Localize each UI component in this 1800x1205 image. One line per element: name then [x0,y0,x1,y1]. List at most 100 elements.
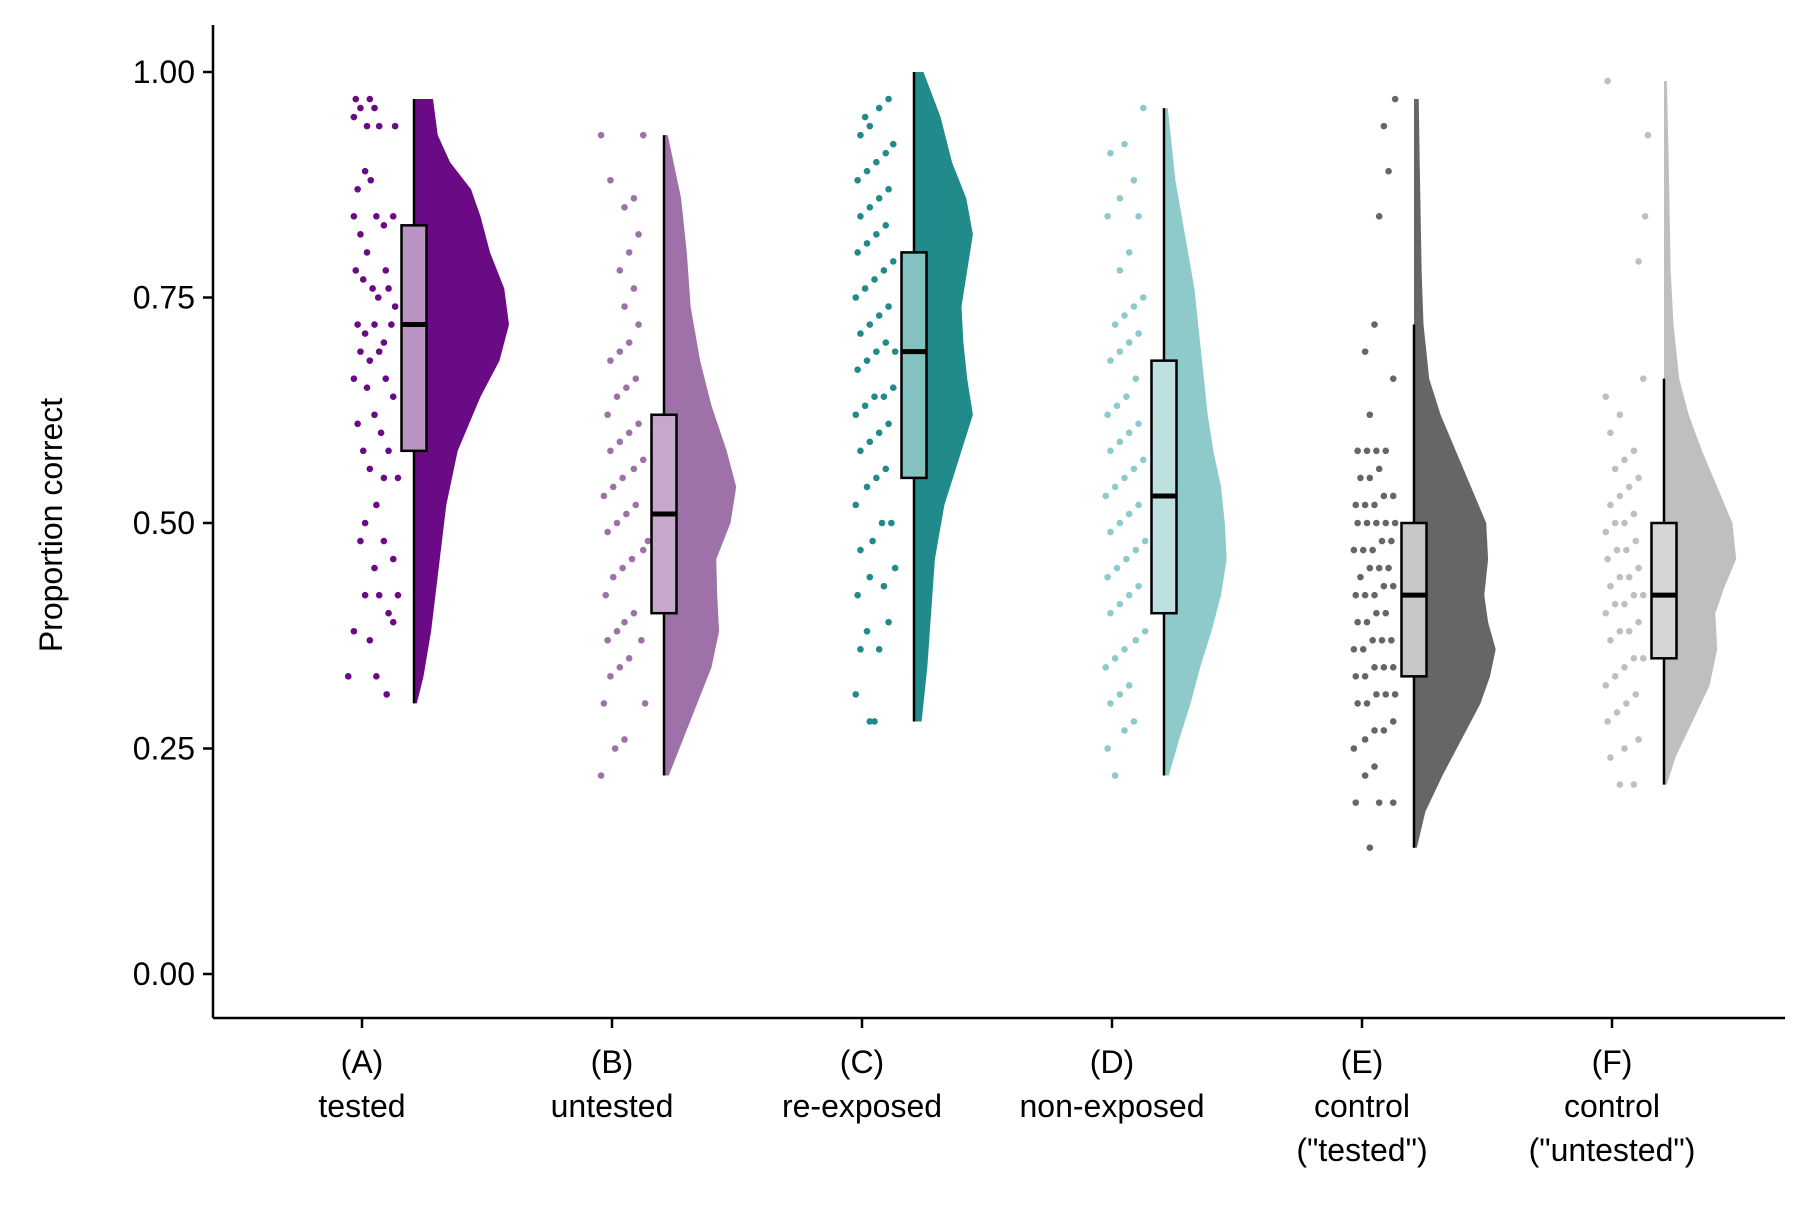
data-point [1371,664,1378,671]
data-point [1625,483,1633,491]
data-point [875,312,883,319]
y-tick-label: 0.50 [133,505,195,541]
data-point [1113,402,1121,410]
data-point [1361,673,1369,680]
data-point [854,366,861,373]
data-point [1388,537,1395,545]
data-point [1378,537,1386,545]
data-point [361,330,369,337]
data-point [1361,501,1369,509]
data-point [638,636,645,644]
data-point [1116,267,1124,274]
data-point [621,204,628,211]
x-tick-label: (E) [1341,1044,1384,1080]
data-point [1357,474,1364,482]
data-point [1352,591,1360,599]
data-point [367,176,375,184]
data-point [882,465,890,473]
data-point [1632,691,1640,698]
data-point [857,645,864,653]
data-point [616,664,624,671]
data-point [344,673,352,680]
data-point [621,736,628,743]
data-point [1639,375,1647,382]
data-point [1635,564,1642,572]
data-point [1613,709,1621,716]
data-point [1141,627,1149,635]
data-point [354,321,361,328]
data-point [854,249,861,256]
data-point [380,222,388,229]
data-point [1139,456,1147,464]
data-point [616,267,624,274]
data-point [1389,799,1397,806]
data-point [1635,474,1642,482]
data-point [1121,645,1128,653]
data-point [375,591,383,599]
data-point [1104,573,1111,581]
data-point [1616,411,1624,419]
data-point [1369,546,1376,554]
data-point [1389,664,1397,671]
data-point [1107,609,1114,617]
data-point [630,285,638,292]
data-point [866,718,874,725]
data-point [857,546,864,554]
data-point [1135,330,1142,337]
data-point [1125,682,1133,689]
data-point [1621,600,1628,608]
data-point [1135,582,1142,590]
density-layer [414,72,1737,848]
y-tick-label: 1.00 [133,54,195,90]
density-cloud [1164,108,1227,776]
data-point [1125,510,1133,518]
data-point [625,339,633,346]
data-point [611,745,619,752]
data-point [1116,519,1124,527]
data-point [1116,348,1124,355]
data-point [394,474,402,482]
data-point [359,447,367,455]
data-point [602,591,610,599]
data-point [375,122,383,130]
data-point [1121,727,1128,734]
boxplot-layer [400,72,1678,848]
data-point [1375,465,1383,473]
data-point [641,700,649,707]
data-point [1625,627,1633,635]
data-point [630,609,638,617]
data-point [359,276,367,283]
data-point [1361,772,1369,779]
data-point [1616,573,1624,581]
data-point [1363,700,1371,707]
data-point [1141,537,1149,545]
data-point [1116,691,1124,698]
data-point [878,519,886,527]
data-point [1607,429,1614,437]
data-point [1388,636,1395,644]
data-point [604,411,611,419]
data-point [1380,727,1388,734]
data-point [1107,700,1114,707]
data-point [639,131,647,139]
data-point [1354,700,1361,707]
data-point [873,231,880,238]
data-point [873,348,880,355]
data-point [1125,249,1133,256]
data-point [882,222,890,229]
data-point [366,95,374,103]
data-point [366,357,374,364]
data-point [1352,799,1360,806]
y-tick-label: 0.75 [133,280,195,316]
data-point [866,438,874,446]
data-point [1361,736,1369,743]
data-point [1616,627,1624,635]
data-point [1621,456,1628,464]
data-point [385,285,392,292]
x-tick-label: (F) [1592,1044,1633,1080]
data-point [875,104,883,112]
x-tick-label: (B) [591,1044,634,1080]
data-point [635,321,642,328]
data-point [361,167,369,175]
